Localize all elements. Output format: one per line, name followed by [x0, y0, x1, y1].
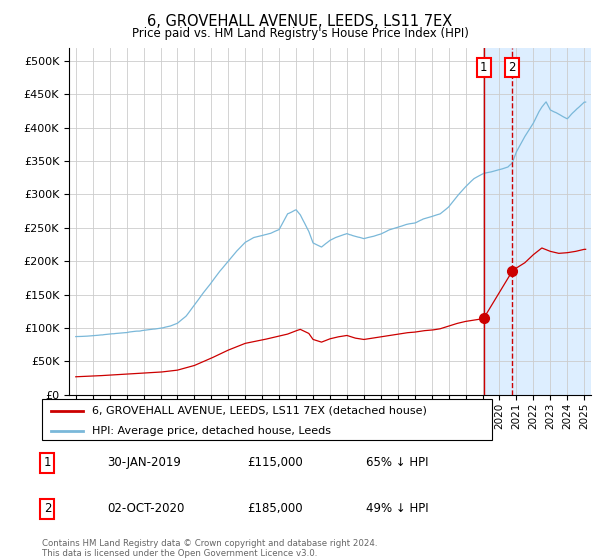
- Text: 2: 2: [508, 61, 516, 74]
- Text: 6, GROVEHALL AVENUE, LEEDS, LS11 7EX (detached house): 6, GROVEHALL AVENUE, LEEDS, LS11 7EX (de…: [92, 405, 427, 416]
- Text: 02-OCT-2020: 02-OCT-2020: [107, 502, 184, 515]
- Text: HPI: Average price, detached house, Leeds: HPI: Average price, detached house, Leed…: [92, 426, 331, 436]
- Text: 2: 2: [44, 502, 51, 515]
- Text: 30-JAN-2019: 30-JAN-2019: [107, 456, 181, 469]
- Text: Contains HM Land Registry data © Crown copyright and database right 2024.: Contains HM Land Registry data © Crown c…: [42, 539, 377, 548]
- Text: Price paid vs. HM Land Registry's House Price Index (HPI): Price paid vs. HM Land Registry's House …: [131, 27, 469, 40]
- Text: 1: 1: [480, 61, 488, 74]
- Text: 6, GROVEHALL AVENUE, LEEDS, LS11 7EX: 6, GROVEHALL AVENUE, LEEDS, LS11 7EX: [148, 14, 452, 29]
- Text: £185,000: £185,000: [247, 502, 303, 515]
- Bar: [484, 48, 593, 395]
- Text: 1: 1: [44, 456, 51, 469]
- Text: 65% ↓ HPI: 65% ↓ HPI: [366, 456, 428, 469]
- Text: 49% ↓ HPI: 49% ↓ HPI: [366, 502, 428, 515]
- Text: This data is licensed under the Open Government Licence v3.0.: This data is licensed under the Open Gov…: [42, 549, 317, 558]
- Text: £115,000: £115,000: [247, 456, 303, 469]
